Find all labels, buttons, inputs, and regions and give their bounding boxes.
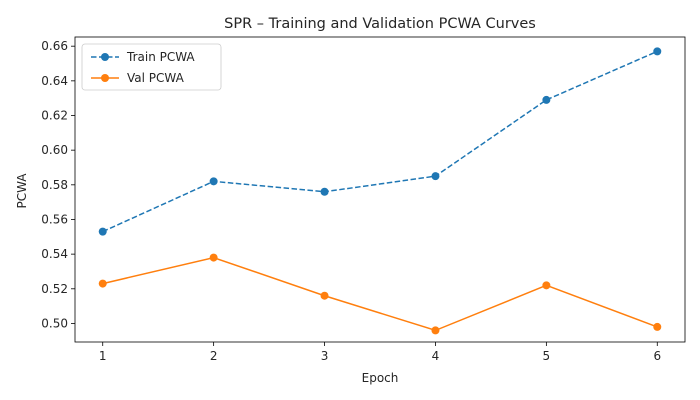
data-point-train: [653, 47, 662, 56]
data-point-train: [209, 177, 218, 186]
data-point-val: [542, 281, 551, 290]
legend-marker: [101, 74, 109, 82]
x-tick-label: 6: [653, 349, 661, 363]
y-tick-label: 0.54: [41, 247, 68, 261]
legend-label: Val PCWA: [127, 71, 185, 85]
x-axis-label: Epoch: [362, 371, 399, 385]
chart-title: SPR – Training and Validation PCWA Curve…: [224, 16, 536, 32]
x-tick-label: 5: [543, 349, 551, 363]
data-point-val: [653, 322, 662, 331]
series-line-val: [102, 256, 658, 332]
y-tick-label: 0.52: [41, 282, 68, 296]
y-tick-label: 0.58: [41, 178, 68, 192]
data-point-train: [542, 95, 551, 104]
y-tick-label: 0.64: [41, 74, 68, 88]
y-tick-label: 0.50: [41, 316, 68, 330]
x-tick-label: 4: [432, 349, 440, 363]
plot-area: 1 2 3 4 5 6 0.50 0.52 0.54 0.56 0.58 0.60 0.62 0.64 0.…: [41, 36, 686, 363]
axes-frame: [74, 36, 686, 343]
data-point-val: [431, 326, 440, 335]
y-tick-label: 0.66: [41, 39, 68, 53]
x-tick-label: 1: [99, 349, 107, 363]
legend-marker: [101, 53, 109, 61]
y-tick-label: 0.56: [41, 212, 68, 226]
data-point-val: [320, 291, 329, 300]
data-point-val: [98, 279, 107, 288]
x-tick-label: 3: [321, 349, 329, 363]
data-point-val: [209, 253, 218, 262]
y-axis-label: PCWA: [15, 173, 29, 209]
series-line-train: [102, 50, 658, 233]
y-tick-label: 0.60: [41, 143, 68, 157]
data-point-train: [431, 172, 440, 181]
data-point-train: [320, 187, 329, 196]
data-point-train: [98, 227, 107, 236]
x-tick-label: 2: [210, 349, 218, 363]
y-tick-label: 0.62: [41, 109, 68, 123]
legend-label: Train PCWA: [126, 50, 195, 64]
